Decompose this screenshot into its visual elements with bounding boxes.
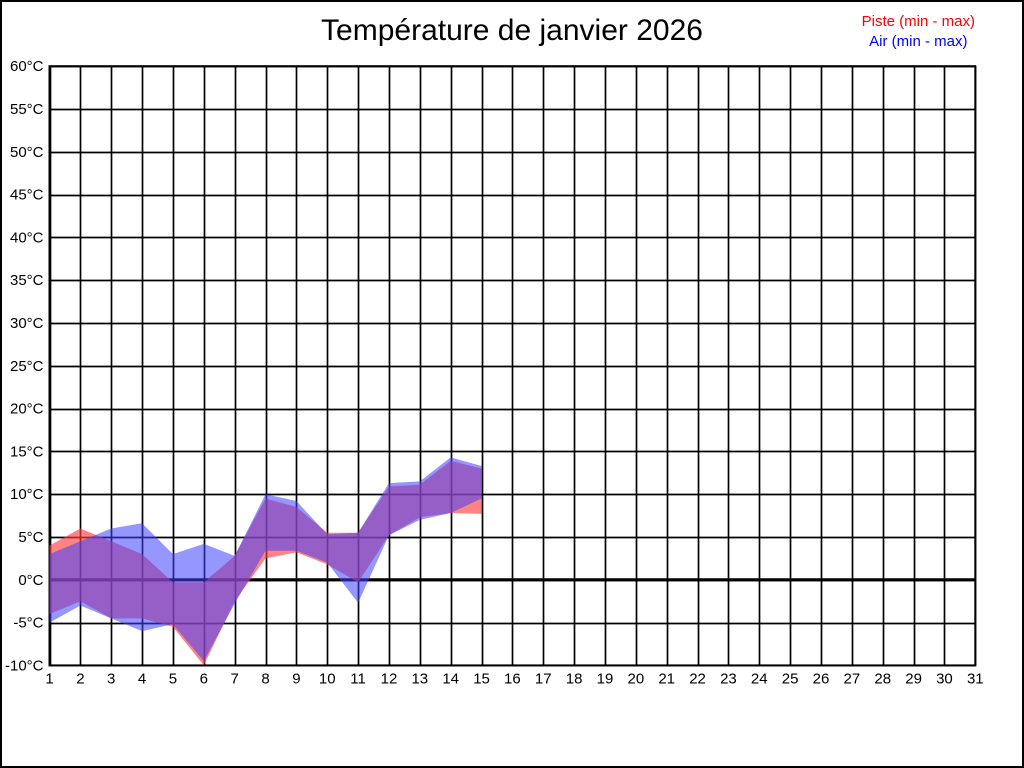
svg-text:16: 16 [504,670,521,687]
svg-text:19: 19 [597,670,614,687]
svg-text:21: 21 [658,670,675,687]
svg-text:2: 2 [76,670,84,687]
svg-text:26: 26 [813,670,830,687]
svg-text:14: 14 [442,670,459,687]
svg-text:40°C: 40°C [10,229,44,246]
svg-text:15: 15 [473,670,490,687]
svg-text:15°C: 15°C [10,443,44,460]
svg-text:-5°C: -5°C [13,615,43,632]
svg-text:3: 3 [107,670,115,687]
svg-text:7: 7 [230,670,238,687]
svg-text:5: 5 [169,670,177,687]
svg-text:30°C: 30°C [10,315,44,332]
svg-text:9: 9 [292,670,300,687]
svg-text:1: 1 [45,670,53,687]
svg-text:50°C: 50°C [10,144,44,161]
svg-text:29: 29 [905,670,922,687]
svg-text:4: 4 [138,670,146,687]
svg-text:25: 25 [782,670,799,687]
svg-text:20°C: 20°C [10,401,44,418]
svg-text:45°C: 45°C [10,187,44,204]
svg-text:10: 10 [319,670,336,687]
svg-text:17: 17 [535,670,552,687]
svg-text:28: 28 [874,670,891,687]
svg-text:23: 23 [720,670,737,687]
svg-text:24: 24 [751,670,768,687]
svg-text:11: 11 [350,670,366,687]
svg-text:22: 22 [689,670,706,687]
svg-text:18: 18 [566,670,583,687]
svg-text:10°C: 10°C [10,486,44,503]
svg-text:55°C: 55°C [10,101,44,118]
svg-text:5°C: 5°C [18,529,43,546]
svg-text:-10°C: -10°C [5,657,44,674]
svg-text:60°C: 60°C [10,58,44,75]
svg-text:6: 6 [200,670,208,687]
svg-text:25°C: 25°C [10,358,44,375]
svg-text:0°C: 0°C [18,572,43,589]
svg-text:8: 8 [261,670,269,687]
svg-text:20: 20 [627,670,644,687]
svg-text:13: 13 [411,670,428,687]
svg-text:27: 27 [844,670,861,687]
svg-text:12: 12 [381,670,398,687]
svg-text:30: 30 [936,670,953,687]
svg-text:35°C: 35°C [10,272,44,289]
svg-text:31: 31 [967,670,984,687]
